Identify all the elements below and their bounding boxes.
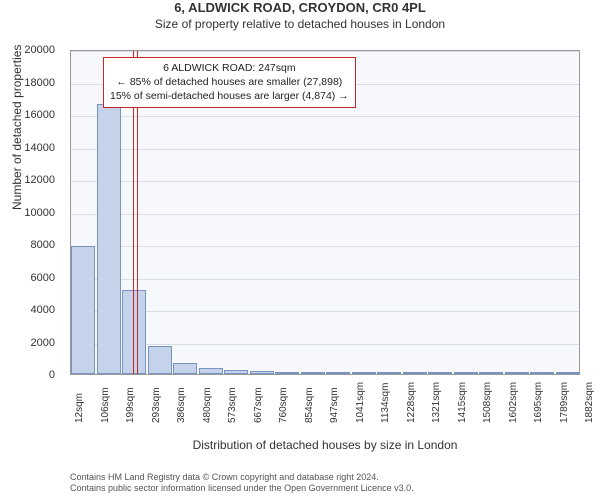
- histogram-bar: [71, 246, 95, 374]
- histogram-bar: [505, 372, 529, 374]
- plot-background: 6 ALDWICK ROAD: 247sqm← 85% of detached …: [70, 50, 580, 375]
- x-tick-label: 1228sqm: [406, 382, 417, 423]
- histogram-bar: [148, 346, 172, 374]
- y-tick-label: 20000: [15, 44, 55, 56]
- histogram-bar: [97, 104, 121, 374]
- x-tick-label: 1134sqm: [380, 383, 391, 423]
- x-tick-label: 1882sqm: [584, 382, 595, 423]
- callout-line: 6 ALDWICK ROAD: 247sqm: [110, 61, 349, 75]
- chart-area: 6 ALDWICK ROAD: 247sqm← 85% of detached …: [70, 50, 580, 420]
- gridline: [71, 214, 579, 215]
- histogram-bar: [301, 372, 325, 374]
- y-tick-label: 16000: [15, 109, 55, 121]
- histogram-bar: [377, 372, 401, 374]
- x-axis-label: Distribution of detached houses by size …: [70, 438, 580, 452]
- gridline: [71, 181, 579, 182]
- footer-line-1: Contains HM Land Registry data © Crown c…: [70, 472, 414, 483]
- histogram-bar: [428, 372, 452, 374]
- y-tick-label: 12000: [15, 174, 55, 186]
- page-title: 6, ALDWICK ROAD, CROYDON, CR0 4PL: [0, 0, 600, 15]
- histogram-bar: [454, 372, 478, 374]
- histogram-bar: [275, 372, 299, 374]
- callout-line: 15% of semi-detached houses are larger (…: [110, 89, 349, 103]
- footer-attribution: Contains HM Land Registry data © Crown c…: [70, 472, 414, 495]
- gridline: [71, 311, 579, 312]
- gridline: [71, 279, 579, 280]
- gridline: [71, 246, 579, 247]
- histogram-bar: [403, 372, 427, 374]
- x-tick-label: 667sqm: [253, 387, 264, 423]
- x-tick-label: 480sqm: [202, 387, 213, 423]
- x-tick-label: 1041sqm: [355, 382, 366, 423]
- x-tick-label: 854sqm: [304, 387, 315, 423]
- histogram-bar: [250, 371, 274, 374]
- x-tick-label: 293sqm: [151, 387, 162, 423]
- y-tick-label: 14000: [15, 142, 55, 154]
- gridline: [71, 344, 579, 345]
- y-tick-label: 4000: [15, 304, 55, 316]
- x-tick-label: 1602sqm: [508, 382, 519, 423]
- x-tick-label: 1415sqm: [457, 382, 468, 423]
- histogram-bar: [173, 363, 197, 374]
- histogram-bar: [530, 372, 554, 374]
- y-tick-label: 10000: [15, 207, 55, 219]
- histogram-bar: [224, 370, 248, 374]
- histogram-bar: [326, 372, 350, 374]
- x-tick-label: 573sqm: [227, 387, 238, 423]
- histogram-bar: [556, 372, 580, 374]
- property-callout: 6 ALDWICK ROAD: 247sqm← 85% of detached …: [103, 57, 356, 108]
- x-tick-label: 1789sqm: [559, 382, 570, 423]
- gridline: [71, 116, 579, 117]
- x-tick-label: 106sqm: [100, 387, 111, 423]
- footer-line-2: Contains public sector information licen…: [70, 483, 414, 494]
- histogram-bar: [352, 372, 376, 374]
- x-tick-label: 760sqm: [278, 387, 289, 423]
- callout-line: ← 85% of detached houses are smaller (27…: [110, 75, 349, 89]
- x-tick-label: 12sqm: [74, 393, 85, 423]
- y-tick-label: 6000: [15, 272, 55, 284]
- page-subtitle: Size of property relative to detached ho…: [0, 17, 600, 31]
- x-tick-label: 1321sqm: [431, 382, 442, 423]
- y-tick-label: 18000: [15, 77, 55, 89]
- x-tick-label: 386sqm: [176, 387, 187, 423]
- x-tick-label: 1508sqm: [482, 382, 493, 423]
- y-tick-label: 8000: [15, 239, 55, 251]
- y-tick-label: 0: [15, 369, 55, 381]
- x-tick-label: 1695sqm: [533, 382, 544, 423]
- x-tick-label: 199sqm: [125, 387, 136, 423]
- x-tick-label: 947sqm: [329, 387, 340, 423]
- histogram-bar: [479, 372, 503, 374]
- gridline: [71, 149, 579, 150]
- y-tick-label: 2000: [15, 337, 55, 349]
- histogram-bar: [199, 368, 223, 375]
- gridline: [71, 51, 579, 52]
